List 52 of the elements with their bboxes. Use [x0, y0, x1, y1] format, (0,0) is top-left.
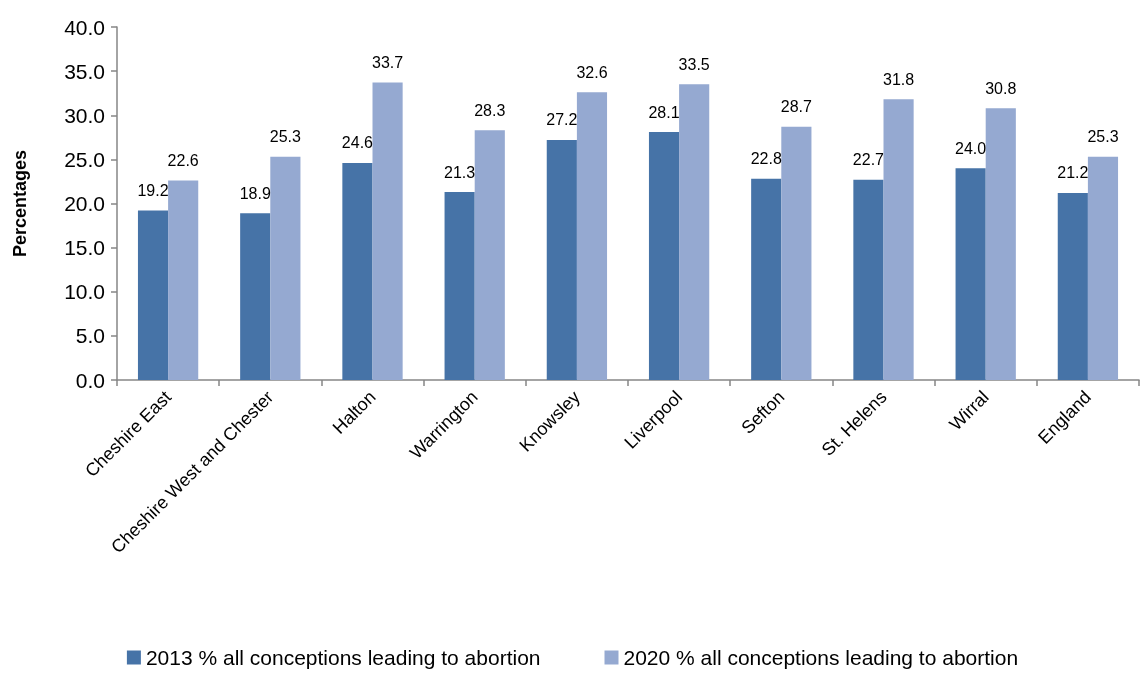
- data-label: 27.2: [546, 111, 578, 129]
- bar: [1087, 156, 1119, 380]
- data-label: 28.3: [474, 101, 506, 119]
- data-label: 30.8: [985, 79, 1017, 97]
- y-tick-label: 30.0: [64, 103, 105, 127]
- data-label: 22.8: [750, 150, 782, 168]
- y-tick-label: 35.0: [64, 59, 105, 83]
- bar: [474, 130, 505, 380]
- bar: [342, 162, 373, 380]
- bar: [853, 179, 884, 380]
- bar: [751, 178, 782, 380]
- y-tick-label: 5.0: [75, 324, 105, 348]
- data-label: 24.6: [341, 134, 374, 152]
- data-label: 19.2: [137, 182, 169, 200]
- bar: [372, 82, 403, 380]
- data-label: 24.0: [955, 139, 987, 157]
- data-label: 28.7: [780, 98, 813, 116]
- bar: [955, 168, 986, 380]
- y-tick-label: 15.0: [64, 236, 105, 260]
- legend-label: 2013 % all conceptions leading to abortion: [145, 646, 541, 669]
- y-tick-label: 10.0: [64, 280, 105, 304]
- bar: [648, 132, 680, 380]
- bar: [137, 210, 169, 380]
- bar: [546, 139, 577, 380]
- bar: [168, 180, 199, 380]
- y-axis-title: Percentages: [10, 149, 30, 258]
- data-label: 18.9: [239, 184, 271, 202]
- data-label: 21.2: [1057, 164, 1089, 182]
- y-tick-label: 0.0: [75, 368, 105, 392]
- data-label: 33.5: [678, 55, 710, 73]
- bar: [985, 108, 1016, 380]
- legend-label: 2020 % all conceptions leading to abortion: [623, 646, 1019, 669]
- data-label: 25.3: [1087, 128, 1119, 146]
- bar: [576, 92, 608, 380]
- y-tick-label: 40.0: [64, 15, 105, 39]
- data-label: 22.6: [167, 152, 199, 170]
- data-label: 22.7: [852, 151, 885, 169]
- data-label: 25.3: [269, 128, 302, 146]
- bar: [1057, 192, 1088, 380]
- bar: [781, 126, 812, 380]
- data-label: 31.8: [883, 70, 915, 88]
- bar: [679, 84, 710, 380]
- data-label: 28.1: [648, 103, 680, 121]
- data-label: 32.6: [576, 63, 608, 81]
- data-label: 33.7: [372, 54, 404, 72]
- bar: [883, 99, 914, 380]
- data-label: 21.3: [444, 163, 476, 181]
- y-tick-label: 25.0: [64, 147, 105, 171]
- y-tick-label: 20.0: [64, 192, 105, 215]
- bar: [270, 156, 301, 380]
- bar: [444, 192, 475, 380]
- bar: [240, 213, 271, 380]
